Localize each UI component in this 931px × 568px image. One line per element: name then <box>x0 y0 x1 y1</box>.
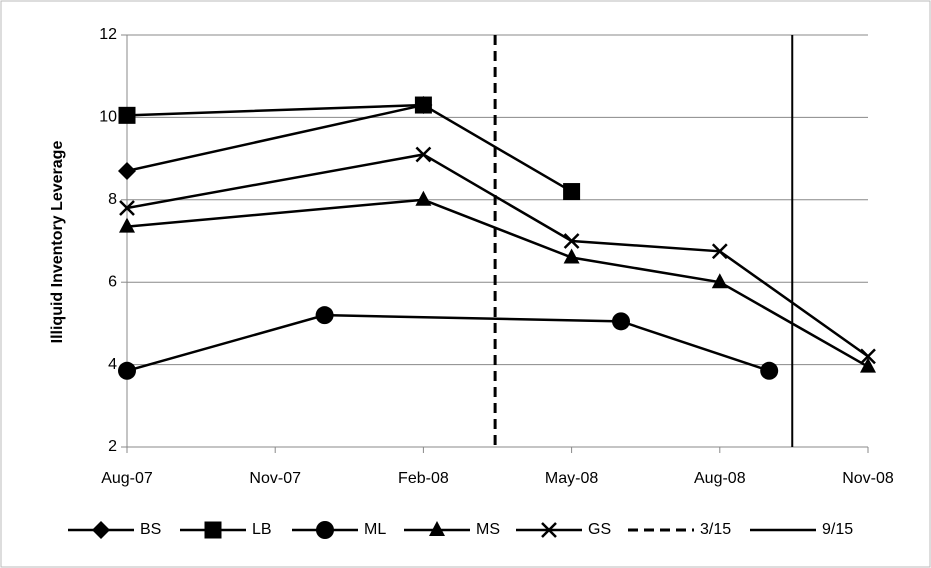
x-tick-label: May-08 <box>545 470 598 487</box>
marker <box>563 233 580 249</box>
series-line <box>126 313 770 372</box>
marker <box>414 96 432 114</box>
legend-marker <box>92 521 110 539</box>
series-line <box>126 103 424 173</box>
marker <box>415 190 432 206</box>
x-tick-label: Nov-08 <box>842 470 894 487</box>
y-tick-label: 10 <box>99 109 117 126</box>
y-tick-label: 12 <box>99 26 117 43</box>
marker <box>563 248 580 264</box>
marker <box>860 348 876 365</box>
y-tick-label: 8 <box>108 191 117 208</box>
x-tick-label: Nov-07 <box>249 470 301 487</box>
marker <box>711 243 728 260</box>
y-tick-label: 6 <box>108 273 117 290</box>
marker <box>119 217 135 233</box>
marker <box>760 361 779 380</box>
legend-label: GS <box>588 521 611 538</box>
marker <box>563 183 581 201</box>
marker <box>118 106 136 124</box>
marker <box>711 273 728 289</box>
legend-marker <box>541 522 557 538</box>
legend-label: 9/15 <box>822 521 853 538</box>
x-tick-label: Aug-07 <box>101 470 153 487</box>
marker <box>612 312 630 331</box>
marker <box>118 161 136 180</box>
legend-marker <box>316 521 334 539</box>
legend-label: 3/15 <box>700 521 731 538</box>
legend-label: BS <box>140 521 161 538</box>
marker <box>860 357 876 373</box>
y-tick-label: 2 <box>108 438 117 455</box>
legend-label: MS <box>476 521 500 538</box>
legend-marker <box>204 521 222 539</box>
legend-label: ML <box>364 521 386 538</box>
y-axis-label: Illiquid Inventory Leverage <box>49 141 66 344</box>
legend-label: LB <box>252 521 272 538</box>
marker <box>119 200 135 216</box>
marker <box>415 146 432 163</box>
x-tick-label: Feb-08 <box>398 470 449 487</box>
x-tick-label: Aug-08 <box>694 470 746 487</box>
marker <box>118 361 136 380</box>
legend-marker <box>429 521 445 536</box>
y-tick-label: 4 <box>108 356 117 373</box>
marker <box>315 306 334 325</box>
